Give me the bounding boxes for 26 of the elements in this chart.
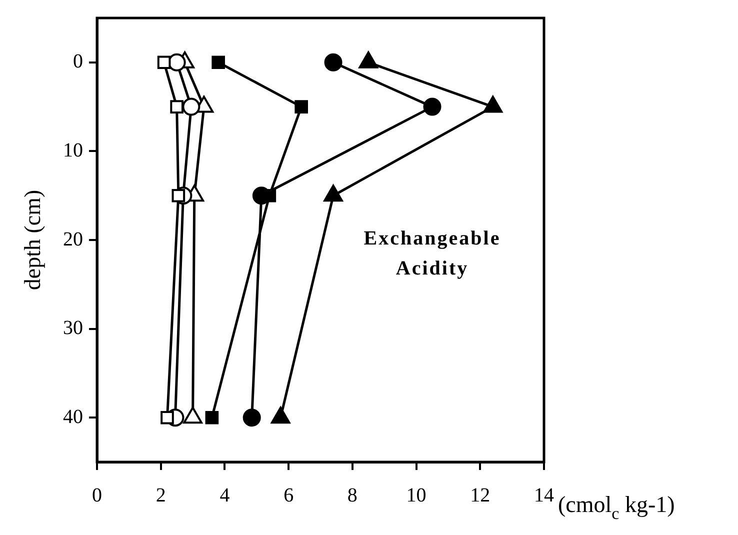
y-tick-label: 40 <box>63 406 83 428</box>
y-tick-label: 0 <box>73 50 83 73</box>
point <box>242 408 261 427</box>
point <box>182 98 200 116</box>
point <box>205 410 219 424</box>
x-tick-label: 8 <box>347 484 358 506</box>
x-tick-label: 12 <box>470 484 490 506</box>
point <box>170 100 184 114</box>
point <box>324 53 342 72</box>
point <box>294 100 308 114</box>
x-tick-label: 4 <box>220 484 230 506</box>
y-tick-label: 20 <box>63 228 83 250</box>
x-tick-label: 0 <box>92 484 102 506</box>
y-tick-label: 10 <box>63 139 83 162</box>
y-tick-label: 30 <box>63 317 83 340</box>
x-tick-label: 6 <box>284 484 294 506</box>
annotation: Exchangeable Acidity <box>364 227 501 280</box>
point <box>157 56 171 70</box>
y-axis-title: depth (cm) <box>20 190 45 290</box>
point <box>212 56 225 70</box>
point <box>423 98 442 116</box>
x-tick-label: 14 <box>534 484 554 506</box>
point <box>172 188 186 202</box>
x-tick-label: 10 <box>406 484 426 506</box>
x-tick-label: 2 <box>156 484 166 506</box>
point <box>160 410 174 424</box>
